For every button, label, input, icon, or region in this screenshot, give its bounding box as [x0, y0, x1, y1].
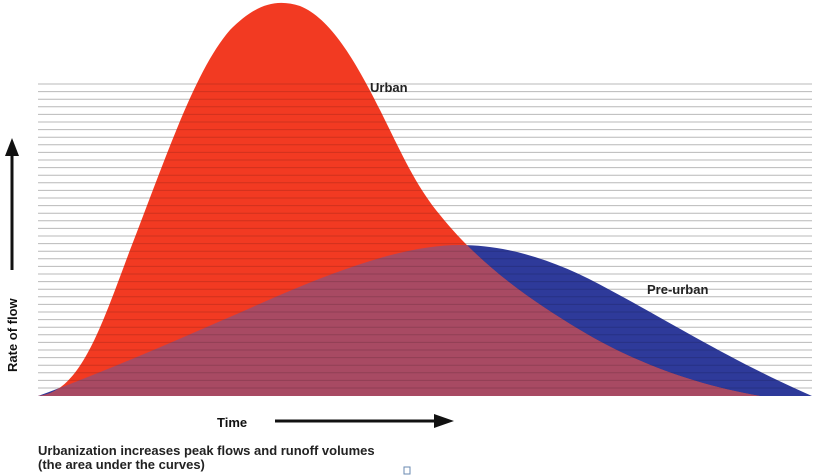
urban-curve: [38, 2, 760, 396]
urban-label: Urban: [370, 80, 408, 95]
caption-line-2: (the area under the curves): [38, 457, 205, 472]
caption-line-1: Urbanization increases peak flows and ru…: [38, 443, 375, 458]
y-axis-arrowhead: [5, 138, 19, 156]
x-axis-arrowhead: [434, 414, 454, 428]
cursor-mark: [403, 466, 411, 475]
overlap-area: [38, 245, 760, 396]
gridline-overlay: [38, 83, 812, 389]
pre-urban-label: Pre-urban: [647, 282, 708, 297]
caption: Urbanization increases peak flows and ru…: [38, 444, 375, 472]
y-axis-label: Rate of flow: [5, 297, 20, 372]
y-axis: Rate of flow: [5, 138, 20, 372]
x-axis-label: Time: [217, 415, 247, 430]
x-axis: Time: [217, 414, 454, 430]
